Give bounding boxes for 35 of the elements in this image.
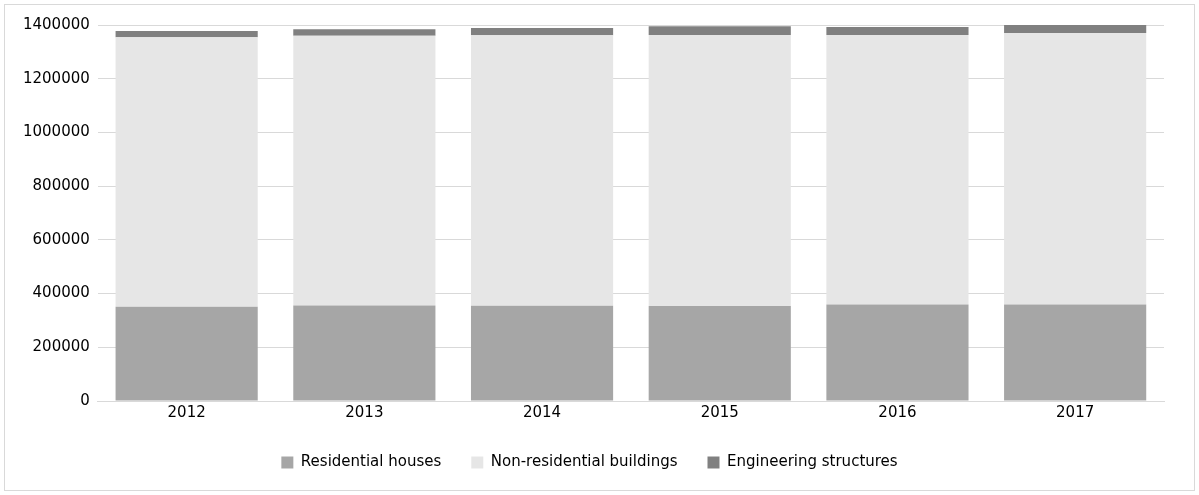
y-tick-label: 0 <box>80 390 90 409</box>
bar <box>648 305 791 401</box>
bar <box>115 37 258 307</box>
bar <box>648 26 791 35</box>
bar <box>1004 33 1147 305</box>
bar <box>470 27 614 36</box>
bar <box>293 29 436 36</box>
y-tick-label: 800000 <box>32 176 90 195</box>
bar <box>293 305 436 401</box>
x-tick-label: 2013 <box>345 402 384 421</box>
bar <box>115 306 258 401</box>
y-tick-label: 1400000 <box>22 14 90 33</box>
bar <box>648 34 791 306</box>
y-tick-label: 600000 <box>32 229 90 248</box>
legend-label: Non-residential buildings <box>490 452 678 471</box>
legend-label: Engineering structures <box>726 452 898 471</box>
x-tick-label: 2015 <box>700 402 739 421</box>
bar <box>826 304 969 401</box>
bar <box>470 305 614 401</box>
y-tick-label: 1000000 <box>22 122 90 141</box>
x-tick-label: 2016 <box>878 402 917 421</box>
legend-label: Residential houses <box>300 452 442 471</box>
y-tick-label: 1200000 <box>22 68 90 87</box>
y-tick-label: 200000 <box>32 337 90 356</box>
bar <box>470 35 614 306</box>
bar <box>1004 25 1147 34</box>
bar <box>115 30 258 38</box>
y-tick-label: 400000 <box>32 283 90 302</box>
bar <box>1004 304 1147 401</box>
bar <box>826 26 969 35</box>
x-tick-label: 2012 <box>167 402 206 421</box>
bar <box>826 34 969 305</box>
x-tick-label: 2017 <box>1056 402 1095 421</box>
bar <box>293 35 436 306</box>
x-tick-label: 2014 <box>522 402 562 421</box>
